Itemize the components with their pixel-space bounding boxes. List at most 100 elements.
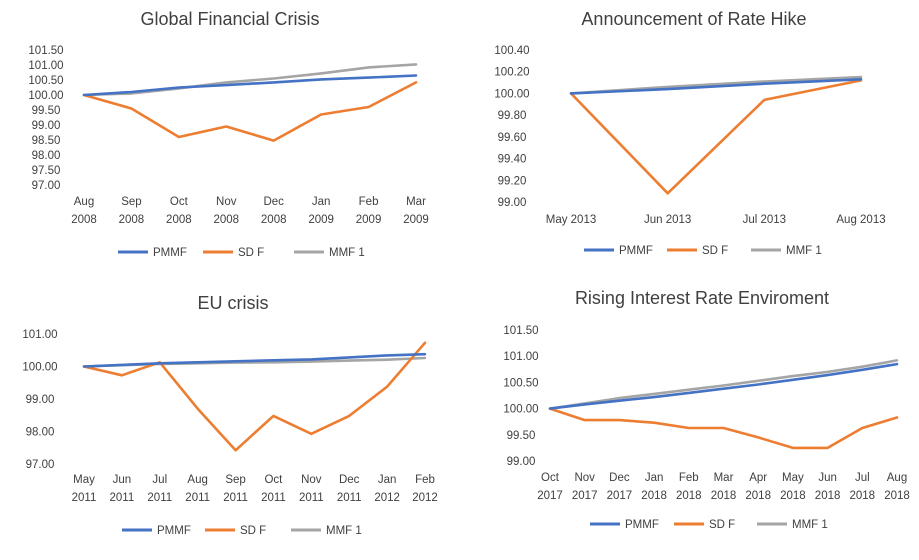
- x-tick-label: 2017: [572, 490, 598, 502]
- y-tick-label: 100.50: [503, 377, 538, 389]
- y-tick-label: 100.00: [28, 90, 63, 102]
- x-tick-label: Oct: [541, 472, 560, 484]
- legend-label: SD F: [709, 519, 735, 531]
- series-line-sd-f: [82, 81, 418, 142]
- x-tick-label: 2011: [147, 492, 172, 504]
- x-tick-label: 2018: [711, 490, 737, 502]
- y-tick-label: 100.00: [22, 362, 57, 374]
- y-tick-label: 99.50: [507, 430, 536, 442]
- x-tick-label: 2011: [72, 492, 97, 504]
- legend-label: SD F: [702, 245, 728, 257]
- y-tick-label: 99.60: [498, 132, 527, 144]
- x-tick-label: Dec: [263, 196, 284, 208]
- y-tick-label: 99.00: [507, 456, 536, 468]
- chart-title: Rising Interest Rate Enviroment: [575, 288, 829, 308]
- y-tick-label: 97.00: [26, 459, 55, 471]
- y-tick-label: 100.20: [494, 67, 529, 79]
- series-line-mmf-1: [82, 63, 418, 97]
- x-tick-label: 2008: [261, 214, 287, 226]
- x-tick-label: 2018: [780, 490, 806, 502]
- y-tick-label: 100.40: [494, 45, 529, 57]
- series-line-pmmf: [569, 78, 863, 95]
- x-tick-label: 2011: [185, 492, 210, 504]
- chart-title: EU crisis: [198, 293, 269, 313]
- chart-2: Announcement of Rate Hike 100.40 100.20 100…: [494, 9, 885, 257]
- x-tick-label: 2018: [815, 490, 841, 502]
- x-tick-label: 2017: [537, 490, 563, 502]
- x-tick-label: Sep: [121, 196, 141, 208]
- x-tick-label: Jul: [152, 474, 167, 486]
- x-tick-label: Jun: [113, 474, 132, 486]
- x-tick-label: 2018: [850, 490, 876, 502]
- x-tick-label: May: [73, 474, 95, 486]
- series-line-pmmf: [82, 352, 427, 368]
- legend-label: PMMF: [153, 247, 187, 259]
- chart-3: EU crisis 101.00 100.00 99.00 98.00 97.00 May 2…: [22, 293, 437, 537]
- y-tick-label: 98.00: [32, 150, 61, 162]
- chart-4: Rising Interest Rate Enviroment 101.50 101…: [503, 288, 909, 531]
- x-tick-label: Aug: [187, 474, 207, 486]
- x-tick-label: Jan: [645, 472, 664, 484]
- legend-label: SD F: [238, 247, 264, 259]
- chart-title: Global Financial Crisis: [140, 9, 319, 29]
- legend-label: MMF 1: [792, 519, 828, 531]
- x-tick-label: Feb: [359, 196, 379, 208]
- series-line-sd-f: [548, 407, 899, 450]
- x-tick-label: Oct: [170, 196, 189, 208]
- y-tick-label: 101.00: [22, 329, 57, 341]
- y-tick-label: 97.50: [32, 165, 61, 177]
- x-tick-label: 2011: [299, 492, 324, 504]
- x-tick-label: May 2013: [546, 214, 597, 226]
- x-tick-label: Nov: [574, 472, 595, 484]
- x-tick-label: Oct: [264, 474, 283, 486]
- x-tick-label: 2012: [374, 492, 400, 504]
- y-tick-label: 99.00: [26, 394, 55, 406]
- y-tick-label: 101.50: [503, 325, 538, 337]
- y-tick-label: 98.50: [32, 135, 61, 147]
- legend-label: MMF 1: [326, 525, 362, 537]
- x-tick-label: Jan: [312, 196, 331, 208]
- legend-label: MMF 1: [329, 247, 365, 259]
- y-tick-label: 100.00: [494, 88, 529, 100]
- x-tick-label: Mar: [714, 472, 734, 484]
- x-tick-label: 2018: [676, 490, 702, 502]
- legend-label: SD F: [240, 525, 266, 537]
- x-tick-label: 2018: [641, 490, 667, 502]
- series-line-sd-f: [82, 341, 427, 452]
- x-tick-label: 2011: [337, 492, 362, 504]
- x-tick-label: Sep: [225, 474, 245, 486]
- y-tick-label: 99.50: [32, 105, 61, 117]
- x-tick-label: 2009: [308, 214, 334, 226]
- chart-1: Global Financial Crisis 101.50 101.00 100.5…: [28, 9, 428, 259]
- x-tick-label: 2011: [223, 492, 248, 504]
- series-line-pmmf: [82, 74, 418, 97]
- y-tick-label: 101.00: [503, 351, 538, 363]
- y-tick-label: 99.20: [498, 175, 527, 187]
- x-tick-label: Nov: [301, 474, 322, 486]
- y-tick-label: 99.00: [498, 197, 527, 209]
- x-tick-label: May: [782, 472, 804, 484]
- x-tick-label: 2008: [213, 214, 239, 226]
- x-tick-label: 2018: [884, 490, 910, 502]
- x-tick-label: Jan: [378, 474, 397, 486]
- series-line-pmmf: [548, 362, 899, 410]
- legend-label: PMMF: [619, 245, 653, 257]
- legend-label: MMF 1: [786, 245, 822, 257]
- x-tick-label: 2008: [166, 214, 192, 226]
- series-line-sd-f: [569, 79, 863, 195]
- x-tick-label: 2017: [607, 490, 633, 502]
- x-tick-label: Apr: [749, 472, 767, 484]
- y-tick-label: 99.40: [498, 154, 527, 166]
- x-tick-label: Aug: [887, 472, 907, 484]
- x-tick-label: Jun: [818, 472, 837, 484]
- series-line-mmf-1: [548, 359, 899, 410]
- x-tick-label: 2011: [110, 492, 135, 504]
- x-tick-label: 2012: [412, 492, 438, 504]
- y-tick-label: 100.50: [28, 75, 63, 87]
- x-tick-label: Feb: [415, 474, 435, 486]
- legend-label: PMMF: [625, 519, 659, 531]
- x-tick-label: Aug: [74, 196, 94, 208]
- x-tick-label: Jul: [855, 472, 870, 484]
- x-tick-label: 2009: [356, 214, 382, 226]
